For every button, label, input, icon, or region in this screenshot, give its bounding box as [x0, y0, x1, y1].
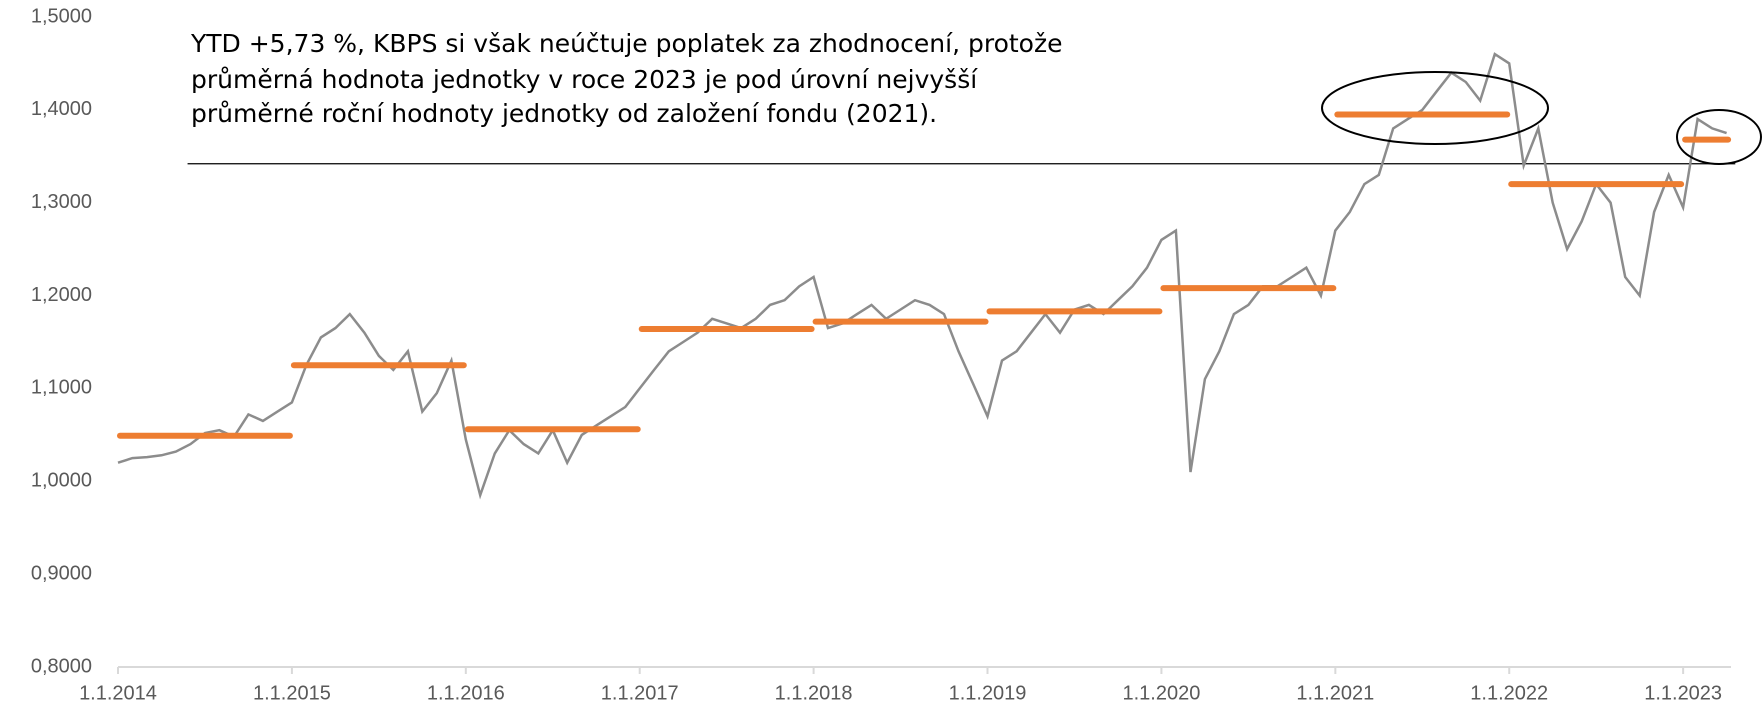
y-tick-label: 0,8000	[31, 655, 92, 677]
x-tick-label: 1.1.2023	[1644, 682, 1722, 704]
y-tick-label: 1,0000	[31, 470, 92, 492]
x-tick-label: 1.1.2021	[1296, 682, 1374, 704]
annotation-line: průměrná hodnota jednotky v roce 2023 je…	[191, 65, 978, 94]
y-tick-label: 1,1000	[31, 377, 92, 399]
annotation-line: YTD +5,73 %, KBPS si však neúčtuje popla…	[190, 29, 1062, 58]
highlight-ellipse	[1676, 109, 1762, 165]
y-tick-label: 0,9000	[31, 562, 92, 584]
x-tick-label: 1.1.2017	[601, 682, 679, 704]
x-tick-label: 1.1.2020	[1122, 682, 1200, 704]
x-tick-label: 1.1.2022	[1470, 682, 1548, 704]
annotation-line: průměrné roční hodnoty jednotky od založ…	[191, 99, 937, 128]
x-tick-label: 1.1.2018	[775, 682, 853, 704]
x-tick-label: 1.1.2019	[949, 682, 1027, 704]
x-tick-label: 1.1.2015	[253, 682, 331, 704]
y-tick-label: 1,4000	[31, 98, 92, 120]
x-tick-label: 1.1.2016	[427, 682, 505, 704]
y-tick-label: 1,2000	[31, 284, 92, 306]
x-tick-label: 1.1.2014	[79, 682, 157, 704]
highlight-ellipse	[1321, 71, 1549, 145]
y-tick-label: 1,5000	[31, 5, 92, 27]
y-tick-label: 1,3000	[31, 191, 92, 213]
